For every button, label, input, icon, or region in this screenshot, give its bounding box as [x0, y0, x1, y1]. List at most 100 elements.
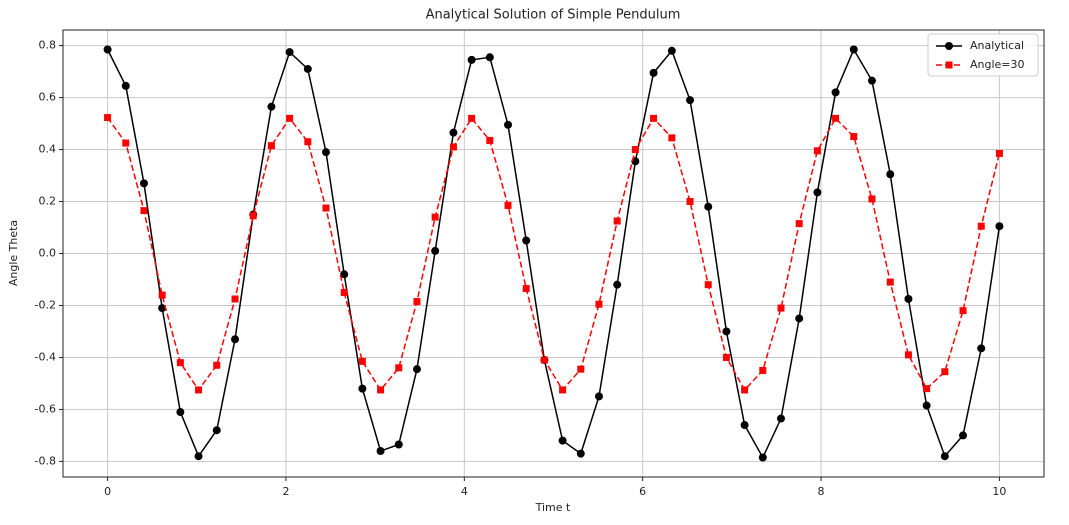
- y-tick-label: 0.6: [39, 91, 57, 104]
- marker: [522, 236, 531, 245]
- marker: [103, 45, 112, 54]
- marker: [413, 298, 421, 306]
- marker: [285, 48, 294, 57]
- marker: [467, 55, 476, 64]
- marker: [977, 344, 986, 353]
- y-tick-label: 0.0: [39, 247, 57, 260]
- marker: [741, 386, 749, 394]
- y-tick-label: -0.8: [35, 454, 56, 467]
- marker: [959, 431, 968, 440]
- marker: [904, 294, 913, 303]
- marker: [849, 45, 858, 54]
- marker: [559, 386, 567, 394]
- marker: [722, 327, 731, 336]
- marker: [468, 114, 476, 122]
- marker: [740, 421, 749, 430]
- marker: [504, 120, 513, 129]
- x-tick-label: 10: [992, 485, 1006, 498]
- marker: [213, 361, 221, 369]
- marker: [158, 304, 167, 313]
- y-axis-label: Angle Theta: [7, 220, 20, 286]
- marker: [158, 291, 166, 299]
- x-tick-label: 6: [639, 485, 646, 498]
- marker: [940, 452, 949, 461]
- marker: [303, 64, 312, 73]
- y-tick-label: -0.2: [35, 298, 56, 311]
- y-tick-label: 0.2: [39, 195, 57, 208]
- marker: [321, 148, 330, 157]
- marker: [704, 281, 712, 289]
- marker: [995, 222, 1004, 231]
- marker: [176, 359, 184, 367]
- marker: [286, 114, 294, 122]
- marker: [431, 246, 440, 255]
- marker: [485, 53, 494, 62]
- legend-marker: [945, 42, 953, 50]
- legend-label: Analytical: [970, 39, 1024, 52]
- x-tick-label: 4: [461, 485, 468, 498]
- marker: [832, 114, 840, 122]
- plot-frame: [62, 29, 1045, 478]
- marker: [340, 270, 349, 279]
- marker: [813, 147, 821, 155]
- marker: [140, 207, 148, 215]
- marker: [977, 222, 985, 230]
- marker: [613, 217, 621, 225]
- marker: [759, 366, 767, 374]
- marker: [904, 351, 912, 359]
- marker: [394, 440, 403, 449]
- marker: [195, 386, 203, 394]
- marker: [649, 68, 658, 77]
- marker: [121, 81, 130, 90]
- marker: [449, 128, 458, 137]
- marker: [867, 76, 876, 85]
- marker: [395, 364, 403, 372]
- marker: [686, 198, 694, 206]
- legend-marker: [945, 61, 953, 69]
- marker: [686, 96, 695, 105]
- marker: [941, 368, 949, 376]
- marker: [267, 142, 275, 150]
- marker: [995, 149, 1003, 157]
- series-line: [106, 47, 1001, 460]
- marker: [831, 88, 840, 97]
- marker: [576, 449, 585, 458]
- x-tick-label: 8: [818, 485, 825, 498]
- marker: [868, 195, 876, 203]
- marker: [886, 278, 894, 286]
- chart-title: Analytical Solution of Simple Pendulum: [426, 8, 681, 23]
- marker: [522, 285, 530, 293]
- marker: [813, 188, 822, 197]
- marker: [631, 146, 639, 154]
- marker: [176, 408, 185, 417]
- marker: [231, 335, 240, 344]
- marker: [377, 386, 385, 394]
- marker: [594, 392, 603, 401]
- x-tick-label: 2: [282, 485, 289, 498]
- y-tick-label: 0.8: [39, 39, 57, 52]
- marker: [850, 133, 858, 141]
- marker: [795, 220, 803, 228]
- marker: [194, 452, 203, 461]
- marker: [777, 304, 785, 312]
- marker: [122, 139, 130, 147]
- marker: [304, 138, 312, 146]
- marker: [595, 300, 603, 308]
- x-tick-label: 0: [104, 485, 111, 498]
- marker: [249, 212, 257, 220]
- y-tick-label: -0.4: [35, 350, 56, 363]
- marker: [358, 384, 367, 393]
- marker: [613, 280, 622, 289]
- marker: [722, 353, 730, 361]
- marker: [668, 134, 676, 142]
- marker: [358, 357, 366, 365]
- marker: [212, 426, 221, 435]
- marker: [667, 46, 676, 55]
- marker: [777, 414, 786, 423]
- marker: [431, 213, 439, 221]
- marker: [704, 202, 713, 211]
- marker: [959, 307, 967, 315]
- marker: [650, 114, 658, 122]
- marker: [540, 356, 548, 364]
